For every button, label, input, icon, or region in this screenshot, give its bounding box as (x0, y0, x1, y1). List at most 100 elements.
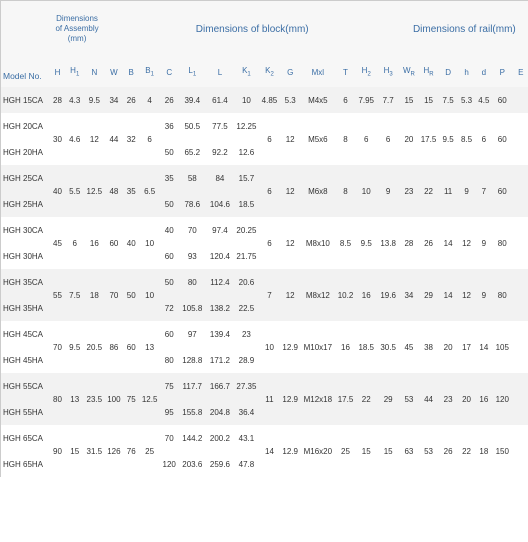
cell-W: 100 (105, 373, 123, 425)
cell-T: 10.2 (335, 269, 356, 321)
model-cell: HGH 45CA (1, 321, 49, 347)
cell-D: 14 (439, 217, 457, 269)
cell-D: 7.5 (439, 87, 457, 113)
cell-h: 5.3 (457, 87, 475, 113)
cell-L1: 50.5 (178, 113, 206, 139)
col-H3: H3 (377, 57, 400, 87)
table-row: HGH 65CA901531.5126762570144.2200.243.11… (1, 425, 528, 451)
cell-H1: 13 (66, 373, 84, 425)
cell-H3: 7.7 (377, 87, 400, 113)
cell-B1: 13 (139, 321, 160, 373)
cell-K1: 10 (234, 87, 259, 113)
cell-H3: 15 (377, 425, 400, 477)
cell-G: 12.9 (280, 321, 301, 373)
cell-N: 18 (84, 269, 105, 321)
cell-L1: 80 (178, 269, 206, 295)
cell-WR: 53 (400, 373, 418, 425)
cell-L1: 155.8 (178, 399, 206, 425)
cell-D: 9.5 (439, 113, 457, 165)
cell-H3: 30.5 (377, 321, 400, 373)
cell-WR: 23 (400, 165, 418, 217)
cell-K2: 11 (259, 373, 280, 425)
col-h: h (457, 57, 475, 87)
cell-d: 14 (476, 321, 492, 373)
cell-d: 9 (476, 217, 492, 269)
model-cell: HGH 25CA (1, 165, 49, 191)
cell-G: 12 (280, 217, 301, 269)
model-cell: HGH 25HA (1, 191, 49, 217)
cell-Mxl: M4x5 (301, 87, 336, 113)
cell-W: 48 (105, 165, 123, 217)
cell-HR: 38 (418, 321, 439, 373)
cell-L: 166.7 (206, 373, 234, 399)
cell-T: 8 (335, 113, 356, 165)
cell-H1: 4.6 (66, 113, 84, 165)
cell-G: 5.3 (280, 87, 301, 113)
table-row: HGH 55CA801323.51007512.575117.7166.727.… (1, 373, 528, 399)
cell-C: 50 (160, 269, 178, 295)
col-N: N (84, 57, 105, 87)
cell-L1: 39.4 (178, 87, 206, 113)
cell-L1: 65.2 (178, 139, 206, 165)
table-row: HGH 20CA304.612443263650.577.512.25612M5… (1, 113, 528, 139)
cell-L1: 78.6 (178, 191, 206, 217)
cell-C: 70 (160, 425, 178, 451)
col-Mxl: Mxl (301, 57, 336, 87)
col-E: E (513, 57, 528, 87)
col-C: C (160, 57, 178, 87)
cell-B: 26 (123, 87, 139, 113)
cell-H2: 15 (356, 425, 377, 477)
cell-H2: 9.5 (356, 217, 377, 269)
cell-K1: 23 (234, 321, 259, 347)
cell-HR: 44 (418, 373, 439, 425)
cell-K2: 7 (259, 269, 280, 321)
cell-N: 20.5 (84, 321, 105, 373)
cell-H: 45 (49, 217, 65, 269)
cell-H3: 19.6 (377, 269, 400, 321)
cell-C: 75 (160, 373, 178, 399)
cell-E (513, 87, 528, 113)
cell-h: 12 (457, 217, 475, 269)
cell-WR: 28 (400, 217, 418, 269)
cell-T: 6 (335, 87, 356, 113)
cell-C: 50 (160, 191, 178, 217)
cell-h: 22 (457, 425, 475, 477)
col-L: L (206, 57, 234, 87)
cell-K2: 6 (259, 217, 280, 269)
cell-L1: 117.7 (178, 373, 206, 399)
cell-HR: 22 (418, 165, 439, 217)
cell-C: 60 (160, 321, 178, 347)
cell-K1: 47.8 (234, 451, 259, 477)
cell-G: 12 (280, 165, 301, 217)
cell-K2: 10 (259, 321, 280, 373)
cell-D: 14 (439, 269, 457, 321)
model-cell: HGH 35CA (1, 269, 49, 295)
table-body: HGH 15CA284.39.5342642639.461.4104.855.3… (1, 87, 528, 477)
cell-K1: 15.7 (234, 165, 259, 191)
cell-P: 60 (492, 113, 513, 165)
cell-H2: 7.95 (356, 87, 377, 113)
cell-B1: 6 (139, 113, 160, 165)
spec-table: Model No. Dimensionsof Assembly(mm) Dime… (1, 1, 528, 477)
cell-K1: 18.5 (234, 191, 259, 217)
cell-B1: 25 (139, 425, 160, 477)
cell-HR: 29 (418, 269, 439, 321)
cell-WR: 34 (400, 269, 418, 321)
table-row: HGH 30CA45616604010407097.420.25612M8x10… (1, 217, 528, 243)
cell-P: 120 (492, 373, 513, 425)
cell-G: 12.9 (280, 373, 301, 425)
cell-L: 84 (206, 165, 234, 191)
col-HR: HR (418, 57, 439, 87)
cell-N: 23.5 (84, 373, 105, 425)
cell-B: 50 (123, 269, 139, 321)
cell-B1: 10 (139, 217, 160, 269)
cell-L1: 93 (178, 243, 206, 269)
cell-H2: 18.5 (356, 321, 377, 373)
cell-H: 30 (49, 113, 65, 165)
cell-H3: 9 (377, 165, 400, 217)
cell-B: 75 (123, 373, 139, 425)
cell-P: 105 (492, 321, 513, 373)
cell-h: 12 (457, 269, 475, 321)
cell-N: 31.5 (84, 425, 105, 477)
cell-K1: 22.5 (234, 295, 259, 321)
